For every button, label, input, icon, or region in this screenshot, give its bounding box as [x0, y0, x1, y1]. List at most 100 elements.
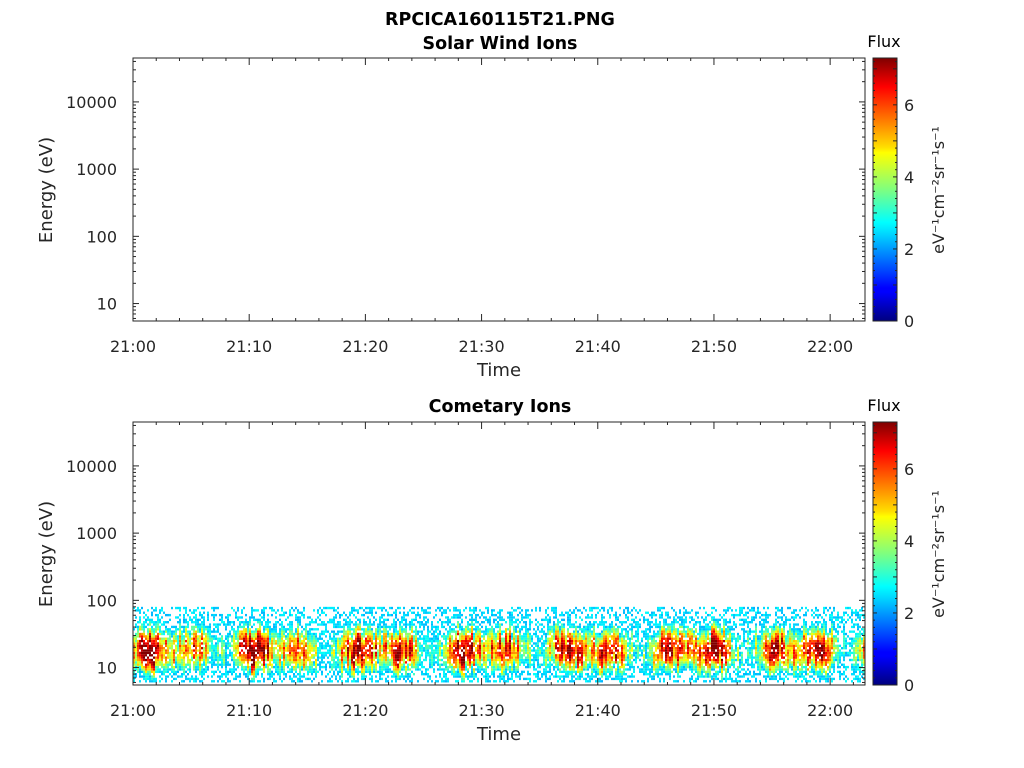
spectrogram-cell	[555, 635, 557, 638]
spectrogram-cell	[477, 654, 479, 657]
spectrogram-cell	[381, 661, 383, 664]
spectrogram-cell	[219, 613, 221, 617]
spectrogram-cell	[457, 654, 459, 657]
colorbar-title: Flux	[867, 32, 900, 51]
spectrogram-cell	[433, 661, 435, 664]
spectrogram-cell	[251, 625, 253, 629]
spectrogram-cell	[239, 616, 241, 619]
spectrogram-cell	[307, 639, 309, 643]
spectrogram-cell	[331, 649, 333, 652]
spectrogram-cell	[179, 630, 181, 633]
spectrogram-cell	[517, 618, 519, 622]
spectrogram-cell	[527, 661, 529, 664]
spectrogram-cell	[539, 663, 541, 666]
spectrogram-cell	[321, 656, 323, 659]
spectrogram-cell	[261, 654, 263, 657]
spectrogram-cell	[295, 637, 297, 640]
spectrogram-cell	[491, 609, 493, 612]
spectrogram-cell	[199, 665, 201, 669]
spectrogram-cell	[135, 637, 137, 640]
spectrogram-cell	[379, 677, 381, 681]
spectrogram-cell	[247, 677, 249, 681]
spectrogram-cell	[185, 628, 187, 631]
spectrogram-cell	[511, 606, 513, 610]
spectrogram-cell	[199, 630, 201, 633]
spectrogram-cell	[519, 639, 521, 643]
spectrogram-cell	[343, 651, 345, 655]
spectrogram-cell	[431, 642, 433, 645]
spectrogram-cell	[417, 613, 419, 617]
spectrogram-cell	[201, 673, 203, 676]
spectrogram-cell	[413, 661, 415, 664]
spectrogram-cell	[551, 651, 553, 655]
spectrogram-cell	[215, 649, 217, 652]
spectrogram-cell	[315, 661, 317, 664]
spectrogram-cell	[339, 649, 341, 652]
spectrogram-cell	[235, 675, 237, 678]
spectrogram-cell	[411, 635, 413, 638]
spectrogram-cell	[341, 637, 343, 640]
spectrogram-cell	[399, 663, 401, 666]
spectrogram-cell	[509, 632, 511, 636]
spectrogram-cell	[451, 670, 453, 674]
spectrogram-cell	[315, 642, 317, 645]
spectrogram-cell	[171, 661, 173, 664]
spectrogram-cell	[559, 661, 561, 664]
spectrogram-cell	[285, 656, 287, 659]
spectrogram-cell	[257, 656, 259, 659]
spectrogram-cell	[297, 673, 299, 676]
spectrogram-cell	[457, 673, 459, 676]
spectrogram-cell	[163, 637, 165, 640]
spectrogram-cell	[495, 639, 497, 643]
spectrogram-cell	[557, 656, 559, 659]
spectrogram-cell	[393, 651, 395, 655]
spectrogram-cell	[479, 670, 481, 674]
spectrogram-cell	[165, 670, 167, 674]
spectrogram-cell	[463, 647, 465, 650]
spectrogram-cell	[363, 654, 365, 657]
spectrogram-cell	[405, 625, 407, 629]
spectrogram-cell	[279, 654, 281, 657]
spectrogram-cell	[233, 644, 235, 648]
spectrogram-cell	[473, 623, 475, 626]
spectrogram-cell	[499, 677, 501, 681]
spectrogram-cell	[417, 637, 419, 640]
spectrogram-cell	[445, 647, 447, 650]
spectrogram-cell	[255, 656, 257, 659]
spectrogram-cell	[519, 621, 521, 624]
spectrogram-cell	[419, 625, 421, 629]
spectrogram-cell	[469, 628, 471, 631]
spectrogram-cell	[227, 613, 229, 617]
spectrogram-cell	[407, 647, 409, 650]
spectrogram-cell	[509, 661, 511, 664]
spectrogram-cell	[413, 649, 415, 652]
spectrogram-cell	[533, 661, 535, 664]
spectrogram-cell	[441, 658, 443, 662]
spectrogram-cell	[455, 654, 457, 657]
spectrogram-cell	[439, 647, 441, 650]
spectrogram-cell	[245, 644, 247, 648]
spectrogram-cell	[271, 663, 273, 666]
spectrogram-cell	[541, 647, 543, 650]
spectrogram-cell	[391, 625, 393, 629]
spectrogram-cell	[425, 668, 427, 671]
spectrogram-cell	[283, 665, 285, 669]
spectrogram-cell	[163, 668, 165, 671]
spectrogram-cell	[471, 665, 473, 669]
spectrogram-cell	[271, 606, 273, 610]
spectrogram-cell	[257, 668, 259, 671]
spectrogram-cell	[553, 658, 555, 662]
spectrogram-cell	[289, 639, 291, 643]
spectrogram-cell	[387, 680, 389, 683]
spectrogram-cell	[527, 677, 529, 681]
spectrogram-cell	[237, 661, 239, 664]
spectrogram-cell	[251, 616, 253, 619]
spectrogram-cell	[229, 644, 231, 648]
spectrogram-cell	[499, 625, 501, 629]
spectrogram-cell	[409, 649, 411, 652]
spectrogram-cell	[497, 611, 499, 614]
spectrogram-cell	[313, 670, 315, 674]
spectrogram-cell	[175, 606, 177, 610]
spectrogram-cell	[451, 637, 453, 640]
spectrogram-cell	[347, 658, 349, 662]
